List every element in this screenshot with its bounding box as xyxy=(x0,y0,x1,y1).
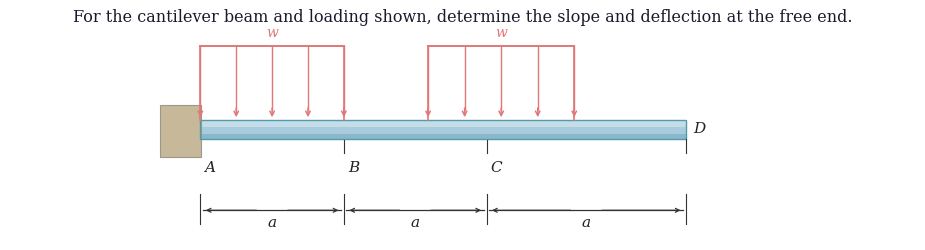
Text: a: a xyxy=(582,216,591,230)
Bar xyxy=(160,105,201,157)
Text: a: a xyxy=(267,216,277,230)
Bar xyxy=(201,120,686,139)
Bar xyxy=(201,134,686,138)
Text: D: D xyxy=(693,122,705,136)
Text: a: a xyxy=(411,216,420,230)
Text: A: A xyxy=(204,161,216,175)
Text: For the cantilever beam and loading shown, determine the slope and deflection at: For the cantilever beam and loading show… xyxy=(73,9,852,26)
Text: w: w xyxy=(266,26,278,40)
Text: C: C xyxy=(491,161,502,175)
Bar xyxy=(201,126,686,134)
Text: w: w xyxy=(495,26,507,40)
Bar xyxy=(201,120,686,126)
Text: B: B xyxy=(348,161,360,175)
